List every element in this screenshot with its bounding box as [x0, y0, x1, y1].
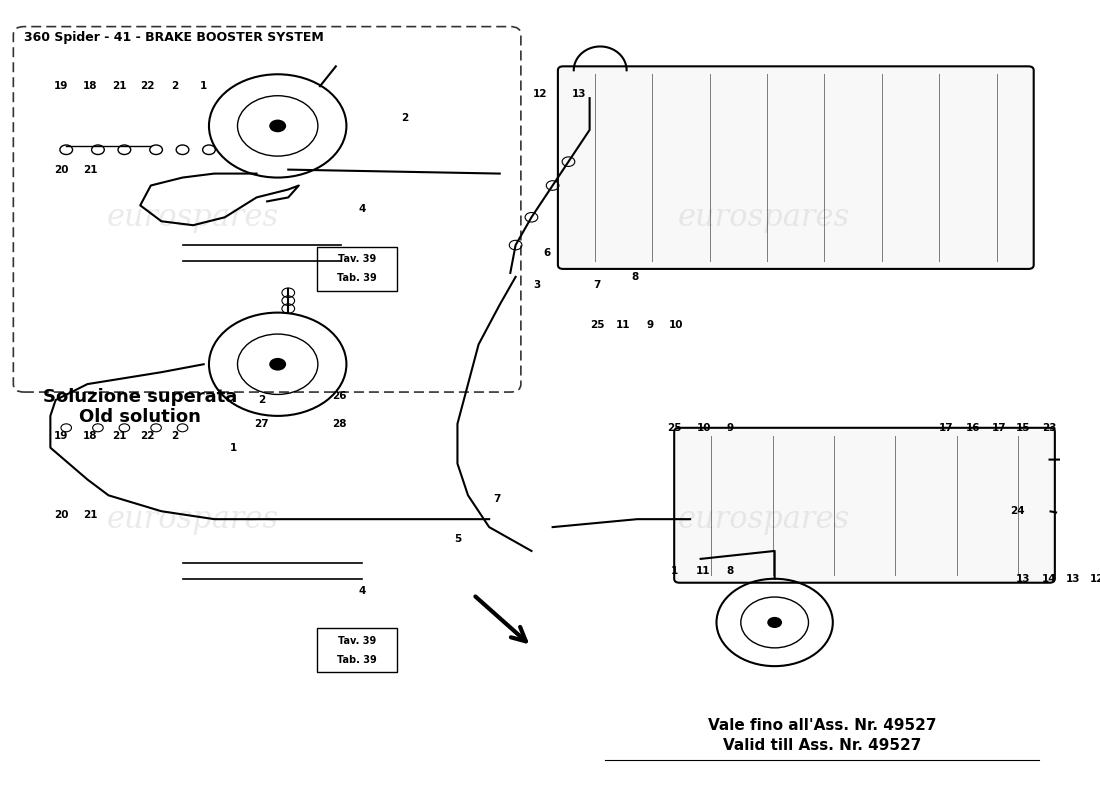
Text: 27: 27 [254, 419, 270, 429]
Text: 3: 3 [534, 280, 540, 290]
Text: 12: 12 [1090, 574, 1100, 584]
Text: 16: 16 [966, 423, 981, 433]
Text: 9: 9 [647, 319, 653, 330]
FancyBboxPatch shape [674, 428, 1055, 582]
Text: 14: 14 [1042, 574, 1057, 584]
Text: 6: 6 [543, 248, 551, 258]
Text: Old solution: Old solution [79, 408, 201, 426]
Text: 17: 17 [991, 423, 1006, 433]
Text: Tav. 39: Tav. 39 [338, 636, 376, 646]
Circle shape [270, 358, 286, 370]
Text: 19: 19 [54, 430, 68, 441]
Text: 1: 1 [200, 81, 207, 91]
Text: 26: 26 [332, 391, 346, 401]
Circle shape [767, 617, 782, 628]
Text: Soluzione superata: Soluzione superata [43, 388, 238, 406]
Text: 13: 13 [572, 89, 586, 99]
Text: 25: 25 [667, 423, 681, 433]
Text: 11: 11 [616, 319, 630, 330]
Text: Vale fino all'Ass. Nr. 49527: Vale fino all'Ass. Nr. 49527 [708, 718, 936, 734]
Text: 12: 12 [532, 89, 547, 99]
Text: 11: 11 [695, 566, 710, 576]
Text: 360 Spider - 41 - BRAKE BOOSTER SYSTEM: 360 Spider - 41 - BRAKE BOOSTER SYSTEM [24, 30, 323, 43]
Text: 24: 24 [1011, 506, 1025, 516]
Text: 8: 8 [727, 566, 734, 576]
Text: eurospares: eurospares [107, 202, 279, 233]
Text: 21: 21 [84, 510, 98, 520]
Text: 13: 13 [1016, 574, 1031, 584]
Text: 28: 28 [332, 419, 346, 429]
Text: 1: 1 [230, 442, 236, 453]
Text: 15: 15 [1016, 423, 1031, 433]
Text: 9: 9 [727, 423, 734, 433]
Bar [317, 247, 397, 290]
Text: eurospares: eurospares [107, 504, 279, 534]
Text: 25: 25 [590, 319, 604, 330]
Text: 2: 2 [258, 395, 265, 405]
Text: eurospares: eurospares [678, 504, 850, 534]
Text: Tab. 39: Tab. 39 [337, 654, 377, 665]
Text: 21: 21 [84, 165, 98, 174]
Text: 5: 5 [454, 534, 461, 544]
Text: 13: 13 [1066, 574, 1080, 584]
Text: Tab. 39: Tab. 39 [337, 274, 377, 283]
Text: 18: 18 [84, 430, 98, 441]
Text: 21: 21 [112, 81, 126, 91]
Text: 22: 22 [141, 430, 155, 441]
Text: 22: 22 [141, 81, 155, 91]
FancyBboxPatch shape [558, 66, 1034, 269]
Text: Valid till Ass. Nr. 49527: Valid till Ass. Nr. 49527 [723, 738, 922, 753]
Text: 20: 20 [54, 165, 68, 174]
Text: eurospares: eurospares [678, 202, 850, 233]
Text: 2: 2 [172, 430, 179, 441]
Text: 10: 10 [696, 423, 711, 433]
Circle shape [270, 119, 286, 132]
Text: 10: 10 [669, 319, 683, 330]
Text: 4: 4 [359, 586, 366, 596]
Text: 18: 18 [84, 81, 98, 91]
Text: 17: 17 [938, 423, 954, 433]
Text: 20: 20 [54, 510, 68, 520]
Text: 21: 21 [112, 430, 126, 441]
Text: 8: 8 [631, 272, 639, 282]
Text: Tav. 39: Tav. 39 [338, 254, 376, 264]
Text: 7: 7 [493, 494, 500, 504]
Text: 2: 2 [172, 81, 179, 91]
Text: 19: 19 [54, 81, 68, 91]
Text: 1: 1 [671, 566, 678, 576]
Bar [317, 629, 397, 672]
Text: 23: 23 [1043, 423, 1057, 433]
Text: 2: 2 [400, 113, 408, 123]
Text: 7: 7 [593, 280, 601, 290]
Text: 4: 4 [359, 204, 366, 214]
